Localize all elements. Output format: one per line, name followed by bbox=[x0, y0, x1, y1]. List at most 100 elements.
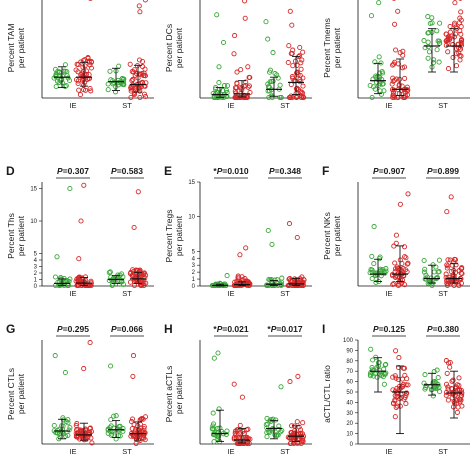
x-tick-label-ie: IE bbox=[227, 289, 234, 298]
data-point bbox=[401, 365, 407, 371]
data-point bbox=[239, 394, 245, 400]
data-point bbox=[450, 377, 456, 383]
data-point bbox=[214, 12, 220, 18]
data-point bbox=[292, 58, 299, 64]
data-point bbox=[294, 62, 300, 68]
data-point bbox=[457, 399, 463, 405]
data-point bbox=[399, 280, 405, 286]
data-point bbox=[216, 79, 222, 86]
data-point bbox=[394, 264, 400, 270]
data-point bbox=[137, 9, 143, 15]
y-tick-label: 60 bbox=[346, 380, 353, 386]
y-tick-label: 70 bbox=[346, 369, 353, 375]
data-point bbox=[436, 257, 442, 263]
data-point bbox=[67, 185, 73, 192]
data-point bbox=[135, 189, 141, 195]
y-tick-label: 2 bbox=[192, 270, 196, 276]
data-point bbox=[297, 72, 303, 78]
data-point bbox=[235, 440, 241, 447]
data-point bbox=[454, 400, 460, 406]
data-point bbox=[62, 369, 68, 376]
x-tick-label-ie: IE bbox=[385, 101, 392, 110]
data-point bbox=[300, 438, 306, 444]
data-point bbox=[243, 79, 249, 85]
data-point bbox=[133, 436, 140, 442]
data-point bbox=[393, 47, 399, 53]
data-point bbox=[381, 88, 387, 94]
p-value: 0.380 bbox=[438, 324, 460, 334]
data-point bbox=[54, 78, 61, 84]
x-tick-label-st: ST bbox=[280, 101, 290, 110]
data-point bbox=[392, 260, 398, 266]
data-point bbox=[129, 78, 135, 84]
panel-letter: E bbox=[164, 164, 172, 178]
y-axis-label: Percent aCTLs bbox=[164, 366, 174, 423]
data-point bbox=[459, 271, 465, 277]
p-value: 0.021 bbox=[227, 324, 249, 334]
data-point bbox=[127, 61, 133, 67]
data-point bbox=[120, 426, 126, 432]
data-point bbox=[405, 191, 411, 197]
data-point bbox=[139, 58, 146, 65]
y-axis-label-line2: per patient bbox=[16, 27, 26, 68]
x-tick-label-st: ST bbox=[438, 101, 448, 110]
data-point bbox=[285, 434, 291, 440]
data-point bbox=[141, 424, 147, 430]
y-axis-label: Percent Ths bbox=[6, 213, 16, 259]
x-tick-label-st: ST bbox=[280, 447, 290, 456]
data-point bbox=[393, 232, 399, 238]
data-point bbox=[141, 83, 147, 89]
data-point bbox=[286, 276, 292, 282]
p-value-label: P=0.899 bbox=[427, 166, 459, 176]
data-point bbox=[81, 366, 87, 372]
data-point bbox=[393, 240, 399, 246]
data-point bbox=[389, 81, 395, 87]
data-point bbox=[129, 416, 136, 422]
data-point bbox=[246, 74, 252, 80]
data-point bbox=[234, 427, 240, 433]
data-point bbox=[237, 94, 243, 101]
data-point bbox=[64, 69, 70, 75]
data-point bbox=[142, 275, 148, 281]
p-symbol: P bbox=[373, 166, 379, 176]
data-point bbox=[105, 81, 111, 87]
data-point bbox=[435, 375, 441, 381]
significance-star: * bbox=[267, 324, 271, 334]
data-point bbox=[430, 380, 436, 386]
data-point bbox=[399, 376, 406, 382]
p-symbol: P bbox=[57, 324, 63, 334]
data-point bbox=[107, 68, 113, 74]
data-point bbox=[108, 363, 114, 369]
data-point bbox=[395, 376, 401, 383]
data-point bbox=[108, 417, 114, 423]
p-value: 0.066 bbox=[122, 324, 144, 334]
data-point bbox=[293, 94, 300, 101]
data-point bbox=[400, 48, 406, 54]
data-point bbox=[277, 94, 283, 101]
x-tick-label-st: ST bbox=[438, 447, 448, 456]
data-point bbox=[383, 268, 389, 274]
data-point bbox=[391, 243, 397, 249]
data-point bbox=[286, 43, 292, 49]
data-point bbox=[242, 0, 248, 4]
y-tick-label: 5 bbox=[192, 249, 196, 255]
equals-sign: = bbox=[433, 324, 438, 334]
data-point bbox=[140, 434, 146, 440]
panel-letter: I bbox=[322, 322, 325, 336]
data-point bbox=[421, 269, 427, 275]
p-value: 0.125 bbox=[384, 324, 406, 334]
data-point bbox=[299, 57, 305, 63]
data-point bbox=[300, 49, 306, 55]
data-point bbox=[88, 59, 94, 65]
p-value-label: P=0.295 bbox=[57, 324, 89, 334]
data-point bbox=[382, 362, 388, 368]
data-point bbox=[425, 44, 431, 50]
data-point bbox=[277, 82, 283, 88]
data-point bbox=[428, 387, 434, 393]
data-point bbox=[288, 440, 294, 447]
data-point bbox=[52, 66, 59, 72]
data-point bbox=[444, 209, 450, 215]
x-tick-label-st: ST bbox=[438, 289, 448, 298]
